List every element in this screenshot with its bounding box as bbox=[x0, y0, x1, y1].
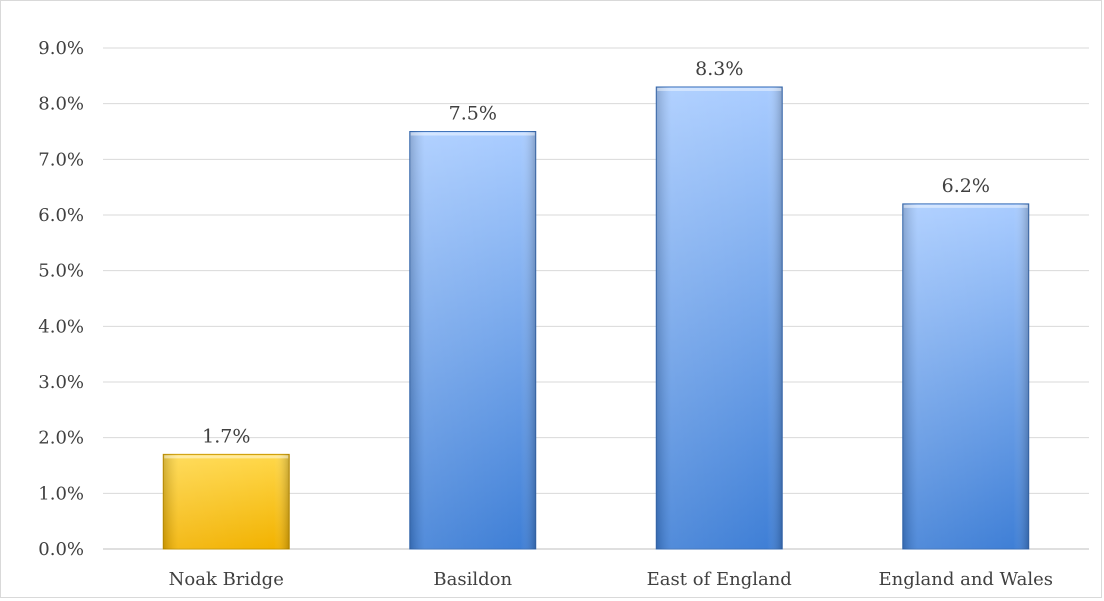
data-label: 6.2% bbox=[942, 175, 990, 197]
bar-highlight-edge bbox=[657, 87, 782, 91]
bar-shading bbox=[656, 86, 783, 549]
y-tick-label: 5.0% bbox=[38, 261, 84, 282]
bar bbox=[409, 131, 537, 550]
y-tick-label: 8.0% bbox=[38, 94, 84, 115]
bar bbox=[655, 86, 783, 550]
y-tick-label: 2.0% bbox=[38, 428, 84, 449]
data-label: 1.7% bbox=[202, 425, 250, 447]
y-tick-label: 7.0% bbox=[38, 149, 84, 170]
bar-highlight-edge bbox=[903, 204, 1028, 208]
bar bbox=[162, 453, 290, 550]
y-tick-label: 9.0% bbox=[38, 38, 84, 59]
x-tick-label: Noak Bridge bbox=[169, 569, 284, 590]
x-axis-tick-labels: Noak Bridge Basildon East of England Englan… bbox=[169, 569, 1053, 590]
bar-highlight-edge bbox=[410, 132, 535, 136]
data-labels: 1.7% 7.5% 8.3% 6.2% bbox=[202, 58, 990, 447]
bars bbox=[162, 86, 1030, 550]
y-tick-label: 6.0% bbox=[38, 205, 84, 226]
bar-shading bbox=[902, 203, 1029, 549]
bar-highlight-edge bbox=[164, 455, 289, 459]
bar-shading bbox=[409, 131, 536, 549]
y-tick-label: 0.0% bbox=[38, 539, 84, 560]
y-axis-tick-labels: 0.0% 1.0% 2.0% 3.0% 4.0% 5.0% 6.0% 7.0% 8.0% 9.0% bbox=[38, 38, 84, 560]
y-tick-label: 3.0% bbox=[38, 372, 84, 393]
y-tick-label: 4.0% bbox=[38, 316, 84, 337]
x-tick-label: East of England bbox=[647, 569, 792, 590]
x-tick-label: England and Wales bbox=[879, 569, 1053, 590]
y-tick-label: 1.0% bbox=[38, 483, 84, 504]
bar-shading bbox=[163, 454, 290, 549]
data-label: 7.5% bbox=[449, 103, 497, 125]
bar bbox=[902, 203, 1030, 550]
data-label: 8.3% bbox=[695, 58, 743, 80]
x-tick-label: Basildon bbox=[433, 569, 512, 590]
